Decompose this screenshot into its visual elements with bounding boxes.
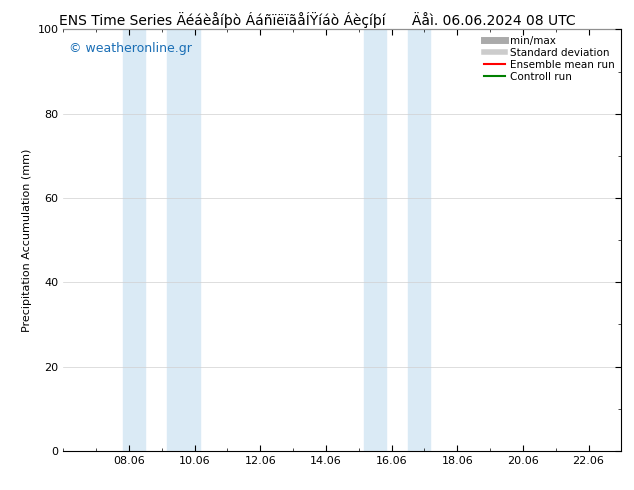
Bar [167,29,200,451]
Text: © weatheronline.gr: © weatheronline.gr [69,42,192,55]
Legend: min/max, Standard deviation, Ensemble mean run, Controll run: min/max, Standard deviation, Ensemble me… [480,31,619,86]
Y-axis label: Precipitation Accumulation (mm): Precipitation Accumulation (mm) [22,148,32,332]
Text: ENS Time Series Äéáèåíþò ÁáñïëïãåÍŸíáò Áèçíþí      Äåì. 06.06.2024 08 UTC: ENS Time Series Äéáèåíþò ÁáñïëïãåÍŸíáò Á… [59,12,575,28]
Bar [365,29,386,451]
Bar [124,29,145,451]
Bar [408,29,430,451]
